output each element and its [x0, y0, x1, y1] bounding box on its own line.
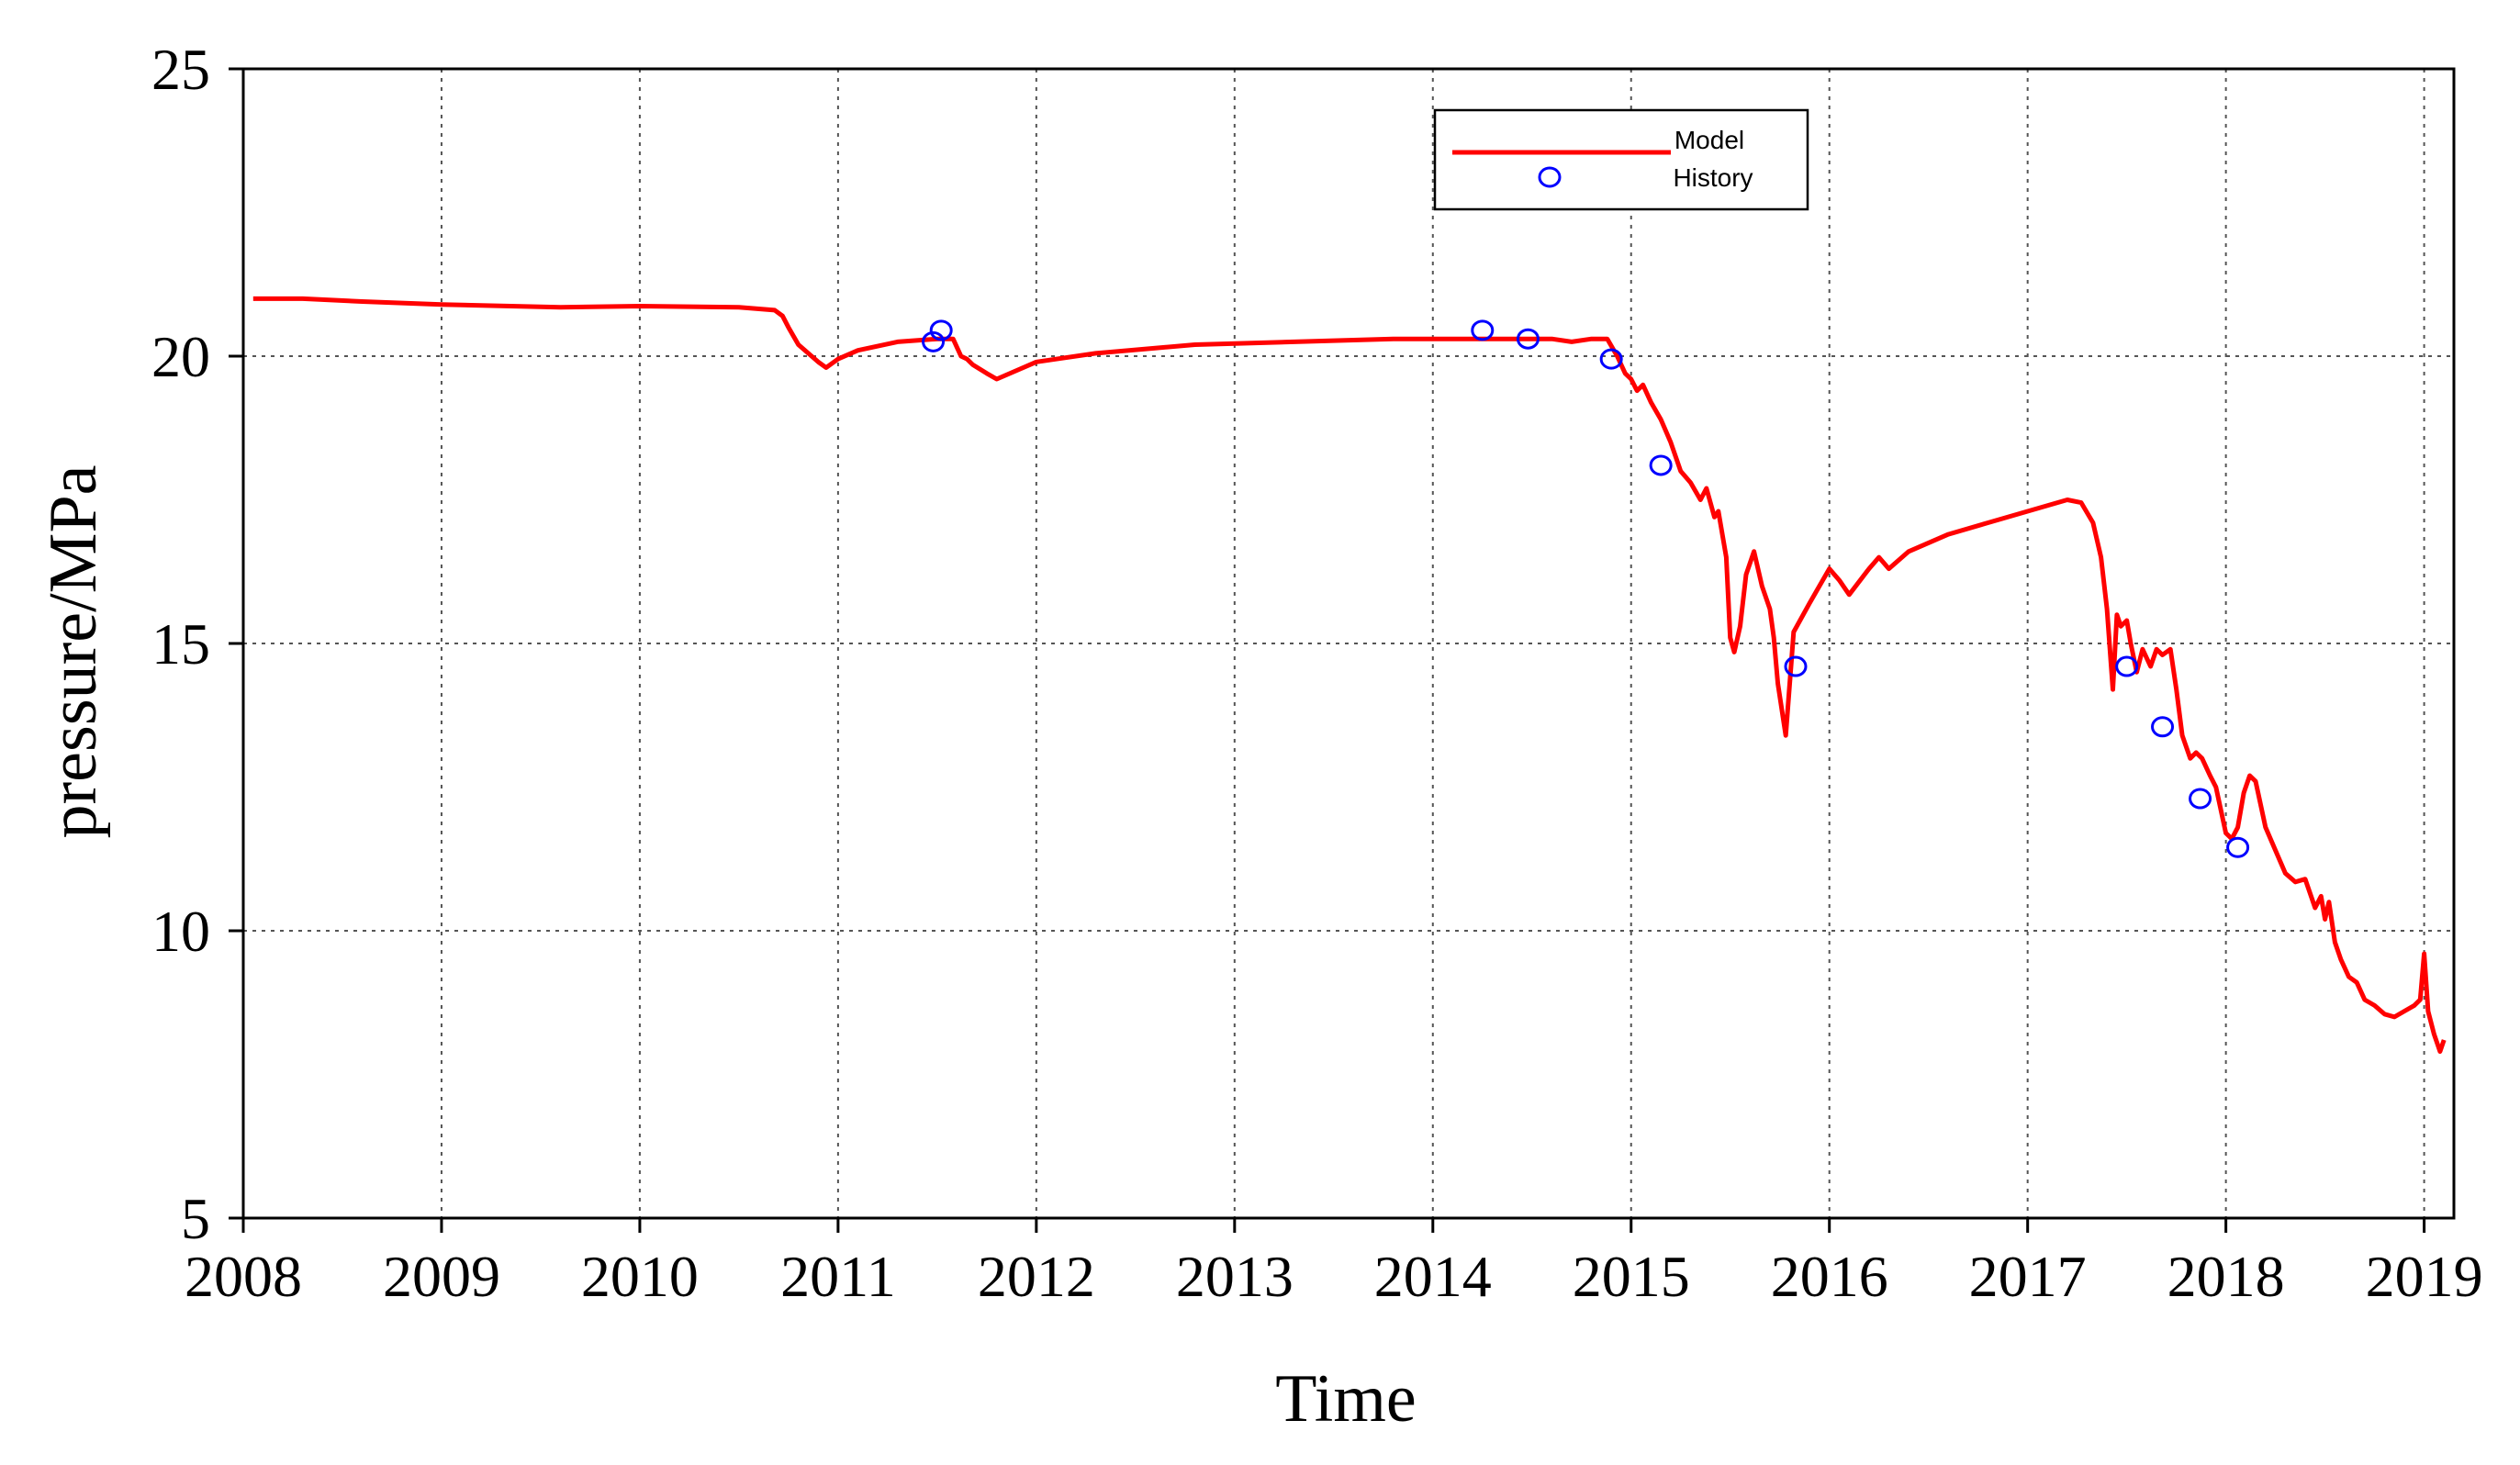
y-axis-title: pressure/MPa: [36, 465, 111, 839]
x-tick-label: 2010: [581, 1244, 699, 1309]
x-tick-label: 2008: [185, 1244, 302, 1309]
history-point: [1599, 348, 1623, 370]
legend-history-marker: [1538, 166, 1562, 188]
history-point: [2115, 655, 2139, 677]
model-series-line: [252, 296, 2447, 1054]
legend: Model History: [1433, 108, 1809, 211]
x-tick-label: 2009: [383, 1244, 500, 1309]
grid: [243, 69, 2454, 1218]
x-tick-label: 2015: [1573, 1244, 1690, 1309]
history-point: [2151, 716, 2175, 738]
y-tick-label: 20: [151, 324, 210, 389]
x-tick-label: 2016: [1771, 1244, 1888, 1309]
x-tick-label: 2012: [978, 1244, 1095, 1309]
x-tick-label: 2017: [1969, 1244, 2087, 1309]
x-axis-title: Time: [1275, 1361, 1417, 1437]
x-tick-label: 2011: [780, 1244, 896, 1309]
plot-frame: [241, 67, 2456, 1220]
legend-history-label: History: [1673, 163, 1753, 192]
history-point: [1471, 319, 1495, 341]
history-point: [1516, 328, 1540, 350]
history-point: [929, 319, 953, 341]
x-tick-label: 2019: [2366, 1244, 2483, 1309]
y-tick-label: 15: [151, 611, 210, 677]
y-tick-label: 5: [181, 1186, 210, 1251]
x-tick-label: 2013: [1176, 1244, 1294, 1309]
x-tick-label: 2014: [1374, 1244, 1492, 1309]
tick-labels: 2008 2009 2010 2011 2012 2013 2014 2015 2016 2017…: [151, 37, 2483, 1309]
history-point: [2189, 788, 2212, 810]
axes: [229, 67, 2456, 1233]
history-point: [922, 330, 946, 352]
y-tick-label: 25: [151, 37, 210, 102]
history-point: [1784, 655, 1808, 677]
x-tick-label: 2018: [2167, 1244, 2285, 1309]
history-point: [2226, 836, 2250, 858]
plot-area: [252, 296, 2447, 1054]
y-tick-label: 10: [151, 899, 210, 964]
legend-box: [1433, 108, 1809, 211]
legend-model-label: Model: [1674, 126, 1744, 154]
history-point: [1649, 454, 1673, 476]
